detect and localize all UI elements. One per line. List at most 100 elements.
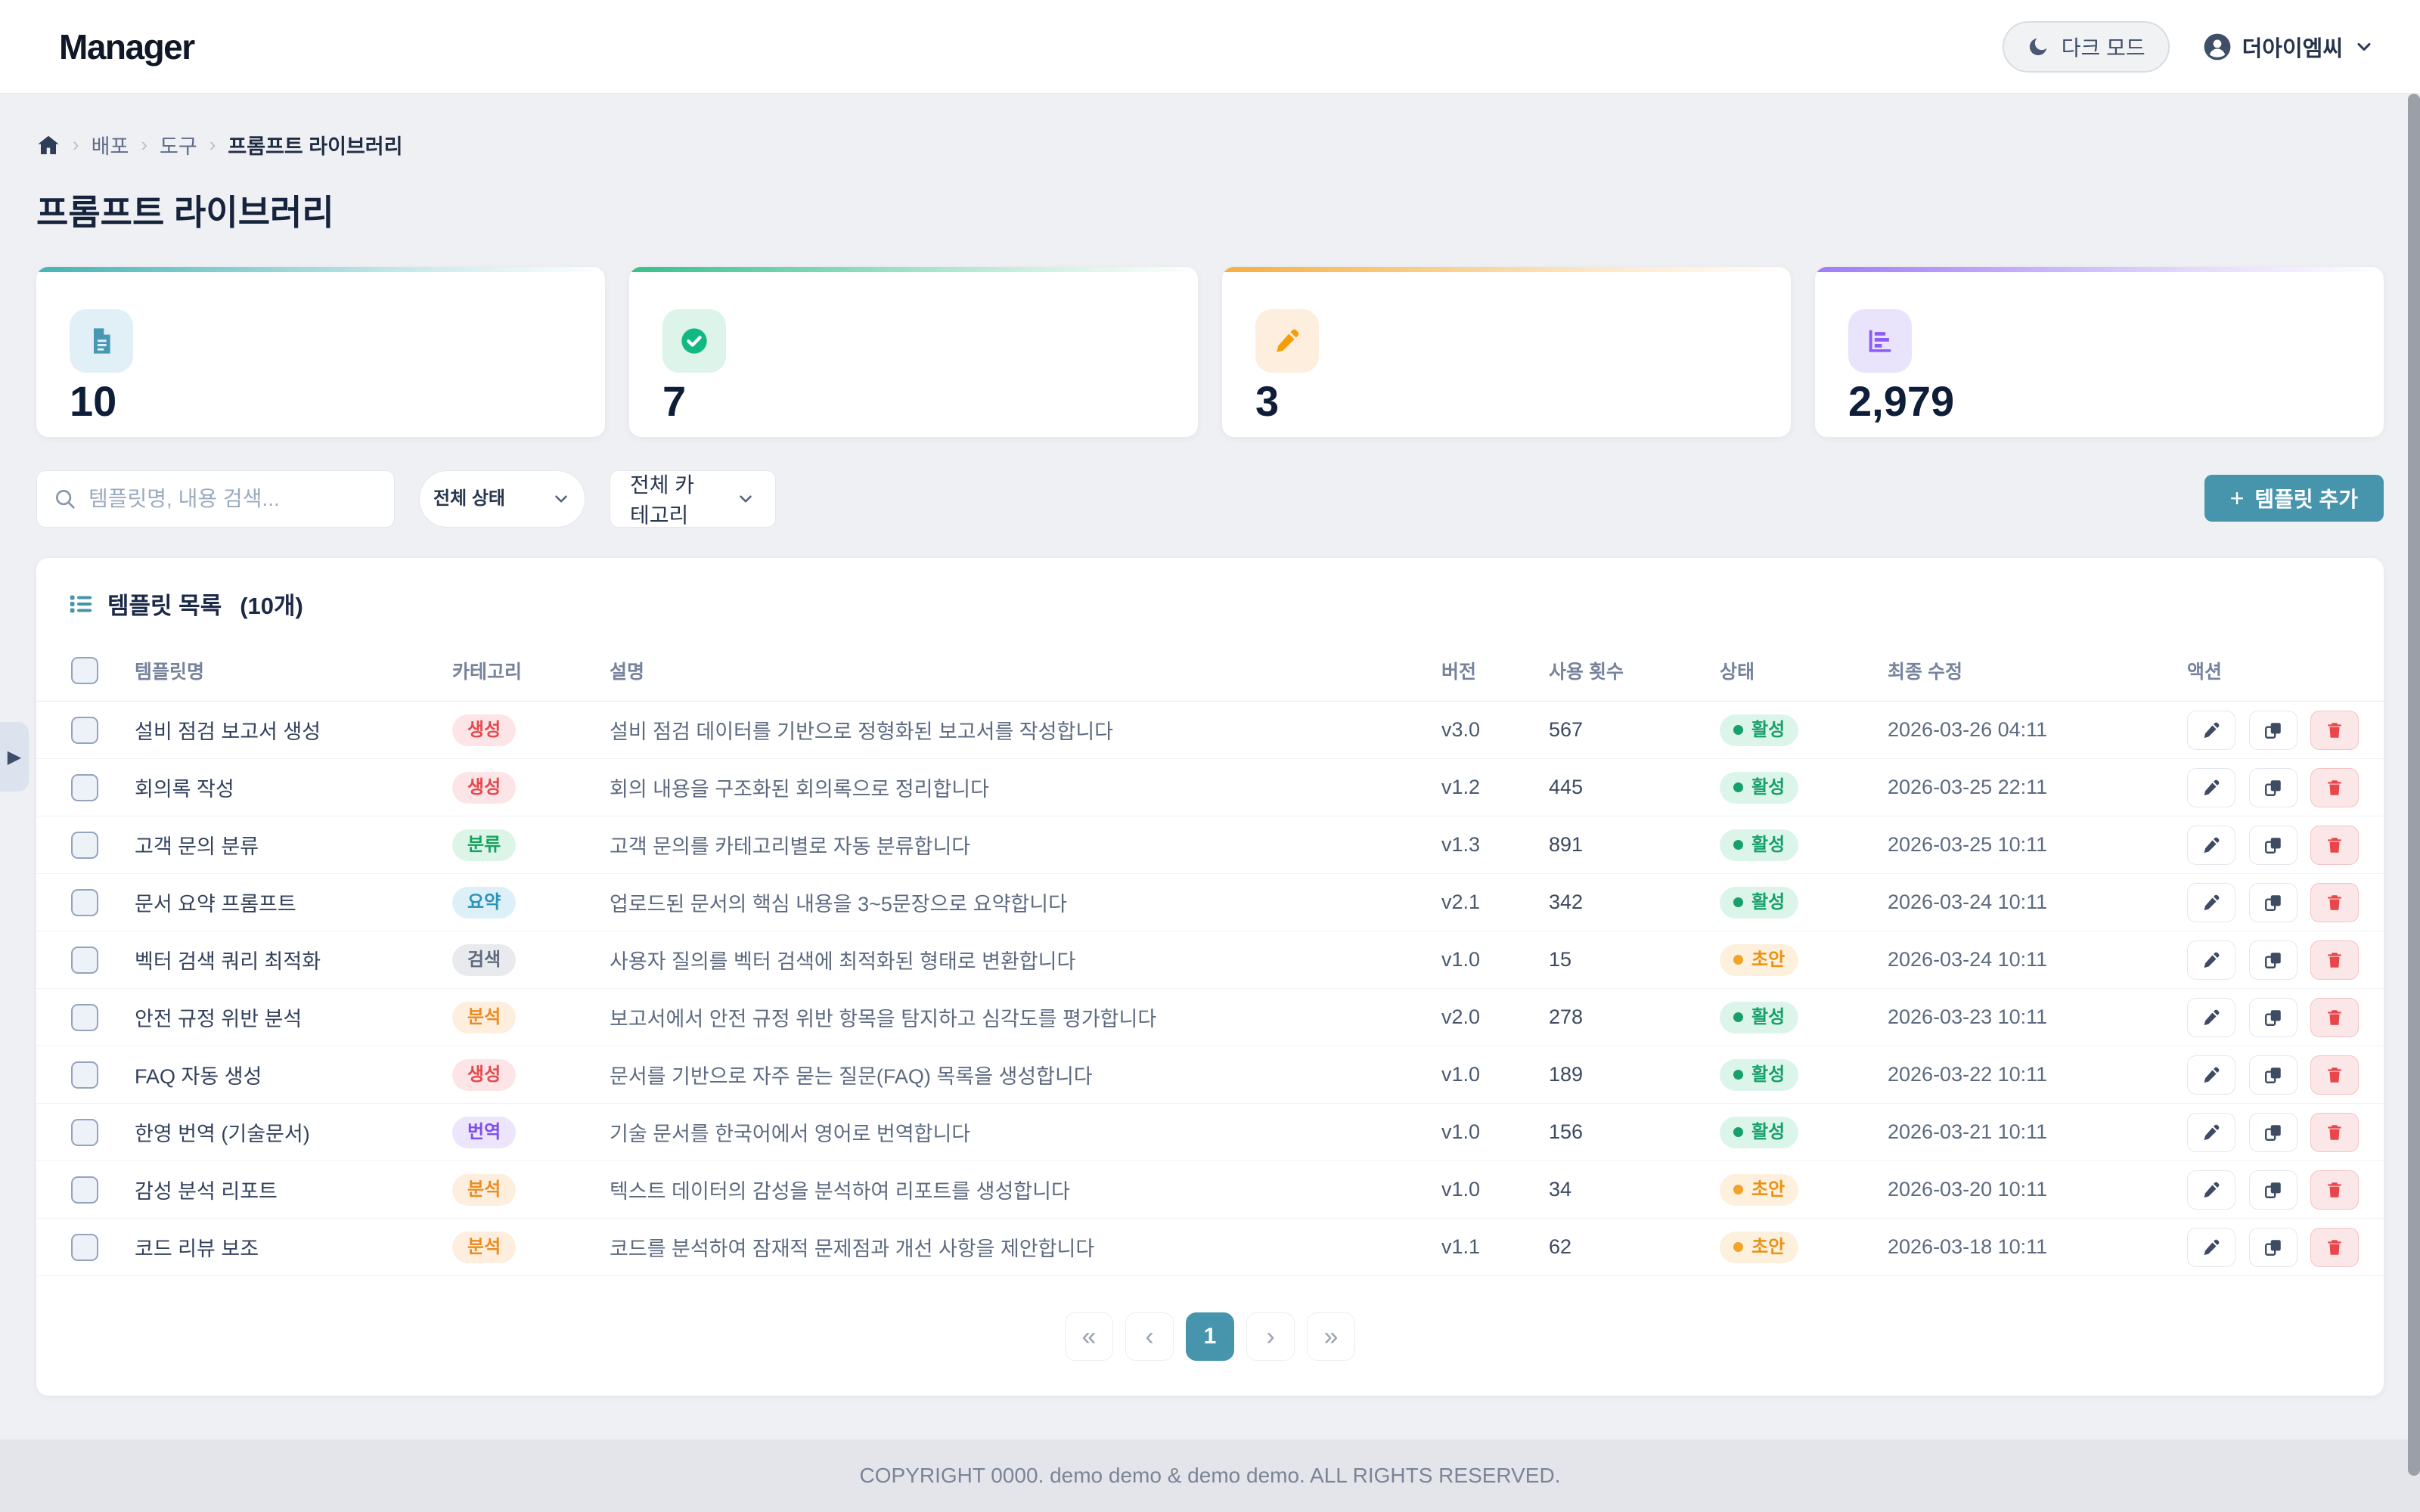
row-checkbox[interactable] bbox=[71, 1061, 98, 1089]
delete-button[interactable] bbox=[2310, 825, 2360, 865]
table-count: (10개) bbox=[240, 593, 303, 619]
copy-button[interactable] bbox=[2248, 882, 2297, 922]
table-row[interactable]: 안전 규정 위반 분석 분석 보고서에서 안전 규정 위반 항목을 탐지하고 심… bbox=[36, 988, 2384, 1046]
table-row[interactable]: 코드 리뷰 보조 분석 코드를 분석하여 잠재적 문제점과 개선 사항을 제안합… bbox=[36, 1218, 2384, 1276]
usage-count: 567 bbox=[1549, 701, 1720, 759]
row-checkbox[interactable] bbox=[71, 1118, 98, 1146]
scrollbar-thumb[interactable] bbox=[2408, 94, 2420, 1476]
row-checkbox[interactable] bbox=[71, 773, 98, 801]
status-dot-icon bbox=[1733, 1012, 1743, 1022]
last-modified: 2026-03-24 10:11 bbox=[1888, 931, 2187, 989]
edit-button[interactable] bbox=[2187, 767, 2235, 807]
template-version: v2.0 bbox=[1441, 988, 1549, 1046]
template-name: 한영 번역 (기술문서) bbox=[135, 1123, 310, 1145]
table-row[interactable]: 회의록 작성 생성 회의 내용을 구조화된 회의록으로 정리합니다 v1.2 4… bbox=[36, 758, 2384, 816]
copy-button[interactable] bbox=[2248, 1055, 2297, 1095]
delete-button[interactable] bbox=[2310, 1170, 2360, 1210]
row-checkbox[interactable] bbox=[71, 946, 98, 974]
edit-button[interactable] bbox=[2187, 710, 2235, 750]
copy-button[interactable] bbox=[2248, 997, 2297, 1037]
delete-button[interactable] bbox=[2310, 1112, 2360, 1152]
delete-button[interactable] bbox=[2310, 710, 2360, 750]
select-all-checkbox[interactable] bbox=[71, 657, 98, 684]
template-name: 회의록 작성 bbox=[135, 778, 234, 801]
template-name: 문서 요약 프롬프트 bbox=[135, 893, 296, 916]
breadcrumb-item-deploy[interactable]: 배포 bbox=[91, 135, 129, 158]
edit-button[interactable] bbox=[2187, 1170, 2235, 1210]
status-filter-select[interactable]: 전체 상태 bbox=[419, 470, 585, 528]
column-header-name: 템플릿명 bbox=[135, 642, 452, 702]
pagination-last-button[interactable]: » bbox=[1307, 1312, 1355, 1361]
user-menu[interactable]: 더아이엠씨 bbox=[2203, 31, 2375, 63]
edit-button[interactable] bbox=[2187, 1055, 2235, 1095]
breadcrumb-item-tools[interactable]: 도구 bbox=[160, 135, 197, 158]
table-row[interactable]: 한영 번역 (기술문서) 번역 기술 문서를 한국어에서 영어로 번역합니다 v… bbox=[36, 1103, 2384, 1161]
stats-cards: 10 전체 템플릿 7 활성 3 초안 2,979 사용 횟수 (전체) bbox=[36, 267, 2384, 437]
template-description: 텍스트 데이터의 감성을 분석하여 리포트를 생성합니다 bbox=[610, 1160, 1441, 1219]
table-row[interactable]: 벡터 검색 쿼리 최적화 검색 사용자 질의를 벡터 검색에 최적화된 형태로 … bbox=[36, 931, 2384, 989]
pagination-next-button[interactable]: › bbox=[1246, 1312, 1295, 1361]
edit-button[interactable] bbox=[2187, 997, 2235, 1037]
main-content: › 배포 › 도구 › 프롬프트 라이브러리 프롬프트 라이브러리 10 전체 … bbox=[0, 94, 2420, 1439]
usage-count: 156 bbox=[1549, 1103, 1720, 1161]
pagination-prev-button[interactable]: ‹ bbox=[1125, 1312, 1174, 1361]
copy-button[interactable] bbox=[2248, 1227, 2297, 1267]
copy-button[interactable] bbox=[2248, 1170, 2297, 1210]
usage-count: 278 bbox=[1549, 988, 1720, 1046]
row-checkbox[interactable] bbox=[71, 831, 98, 859]
template-description: 설비 점검 데이터를 기반으로 정형화된 보고서를 작성합니다 bbox=[610, 701, 1441, 759]
last-modified: 2026-03-21 10:11 bbox=[1888, 1103, 2187, 1161]
row-checkbox[interactable] bbox=[71, 888, 98, 916]
breadcrumb-separator: › bbox=[209, 133, 216, 156]
row-checkbox[interactable] bbox=[71, 1176, 98, 1204]
delete-button[interactable] bbox=[2310, 1055, 2360, 1095]
table-row[interactable]: 문서 요약 프롬프트 요약 업로드된 문서의 핵심 내용을 3~5문장으로 요약… bbox=[36, 873, 2384, 931]
delete-button[interactable] bbox=[2310, 767, 2360, 807]
last-modified: 2026-03-26 04:11 bbox=[1888, 701, 2187, 759]
edit-button[interactable] bbox=[2187, 882, 2235, 922]
copy-button[interactable] bbox=[2248, 1112, 2297, 1152]
copy-button[interactable] bbox=[2248, 710, 2297, 750]
sidebar-expand-toggle[interactable]: ▶ bbox=[0, 722, 29, 792]
table-row[interactable]: 설비 점검 보고서 생성 생성 설비 점검 데이터를 기반으로 정형화된 보고서… bbox=[36, 701, 2384, 759]
pagination-page-1-button[interactable]: 1 bbox=[1186, 1312, 1234, 1361]
delete-button[interactable] bbox=[2310, 997, 2360, 1037]
table-header-row: 템플릿명 카테고리 설명 버전 사용 횟수 상태 최종 수정 액션 bbox=[36, 642, 2384, 702]
category-badge: 분석 bbox=[452, 1001, 517, 1033]
status-text: 초안 bbox=[1751, 1179, 1786, 1200]
column-header-usage: 사용 횟수 bbox=[1549, 642, 1720, 702]
status-badge: 활성 bbox=[1720, 714, 1799, 746]
breadcrumb-separator: › bbox=[73, 133, 79, 156]
table-row[interactable]: 감성 분석 리포트 분석 텍스트 데이터의 감성을 분석하여 리포트를 생성합니… bbox=[36, 1160, 2384, 1219]
delete-button[interactable] bbox=[2310, 882, 2360, 922]
edit-button[interactable] bbox=[2187, 1227, 2235, 1267]
table-row[interactable]: FAQ 자동 생성 생성 문서를 기반으로 자주 묻는 질문(FAQ) 목록을 … bbox=[36, 1046, 2384, 1104]
status-badge: 활성 bbox=[1720, 886, 1799, 919]
row-checkbox[interactable] bbox=[71, 1233, 98, 1261]
row-checkbox[interactable] bbox=[71, 716, 98, 744]
status-badge: 초안 bbox=[1720, 943, 1799, 976]
status-dot-icon bbox=[1733, 782, 1743, 792]
table-row[interactable]: 고객 문의 분류 분류 고객 문의를 카테고리별로 자동 분류합니다 v1.3 … bbox=[36, 816, 2384, 874]
edit-button[interactable] bbox=[2187, 940, 2235, 980]
document-icon bbox=[70, 309, 133, 373]
delete-button[interactable] bbox=[2310, 1227, 2360, 1267]
copy-button[interactable] bbox=[2248, 940, 2297, 980]
pagination-first-button[interactable]: « bbox=[1065, 1312, 1113, 1361]
delete-button[interactable] bbox=[2310, 940, 2360, 980]
search-input[interactable] bbox=[88, 487, 377, 511]
dark-mode-button[interactable]: 다크 모드 bbox=[2002, 20, 2170, 73]
category-badge: 분석 bbox=[452, 1231, 517, 1263]
stat-value: 7 bbox=[662, 377, 687, 425]
edit-button[interactable] bbox=[2187, 825, 2235, 865]
status-badge: 활성 bbox=[1720, 829, 1799, 861]
stat-label: 초안 bbox=[1255, 432, 1758, 437]
copy-button[interactable] bbox=[2248, 825, 2297, 865]
row-checkbox[interactable] bbox=[71, 1003, 98, 1031]
copy-button[interactable] bbox=[2248, 767, 2297, 807]
table-title: 템플릿 목록 (10개) bbox=[36, 587, 2384, 642]
category-filter-select[interactable]: 전체 카테고리 bbox=[610, 470, 776, 528]
edit-button[interactable] bbox=[2187, 1112, 2235, 1152]
home-icon[interactable] bbox=[36, 133, 60, 157]
add-template-button[interactable]: + 템플릿 추가 bbox=[2204, 475, 2384, 522]
